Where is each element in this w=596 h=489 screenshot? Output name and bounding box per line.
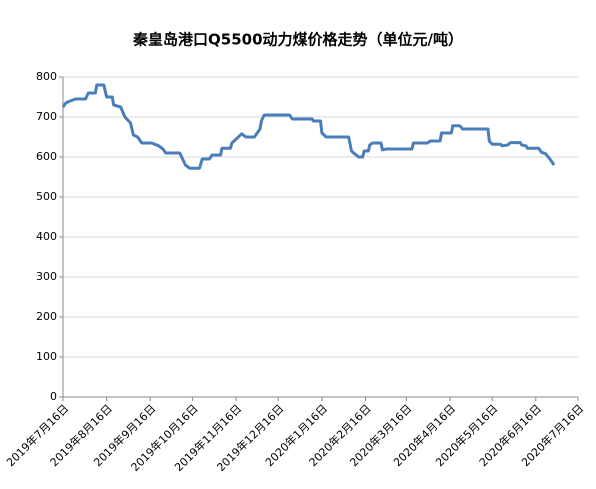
- y-tick-label: 700: [36, 110, 57, 123]
- price-line: [61, 83, 556, 170]
- y-tick-label: 800: [36, 70, 57, 83]
- y-tick-label: 600: [36, 150, 57, 163]
- y-tick-label: 300: [36, 270, 57, 283]
- y-tick-label: 200: [36, 310, 57, 323]
- y-tick-label: 100: [36, 350, 57, 363]
- y-tick-label: 400: [36, 230, 57, 243]
- y-tick-label: 500: [36, 190, 57, 203]
- y-tick-label: 0: [50, 390, 57, 403]
- chart-title: 秦皇岛港口Q5500动力煤价格走势（单位元/吨）: [132, 31, 463, 49]
